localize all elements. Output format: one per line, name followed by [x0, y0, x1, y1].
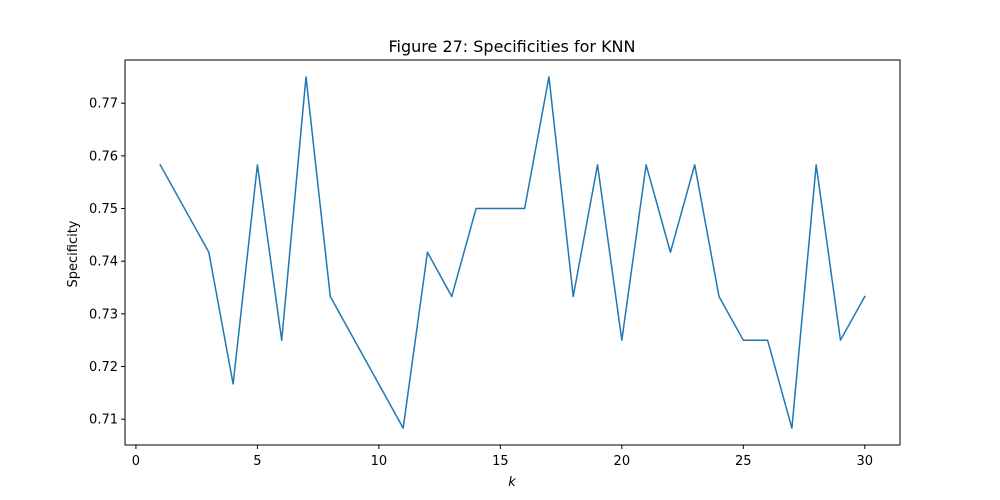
y-tick-label: 0.74	[89, 255, 118, 270]
y-tick-label: 0.76	[89, 149, 118, 164]
x-tick-label: 10	[371, 454, 388, 469]
x-tick-label: 20	[614, 454, 631, 469]
plot-area: 0 5 10 15 20 25 30 0.71 0.72 0.73 0.74 0.75 0.76 0.77	[89, 59, 901, 469]
y-tick-label: 0.73	[89, 307, 118, 322]
y-tick-label: 0.72	[89, 360, 118, 375]
y-tick-label: 0.71	[89, 413, 118, 428]
series-line-0	[159, 76, 866, 429]
x-tick-label: 5	[253, 454, 261, 469]
x-tick-label: 30	[856, 454, 873, 469]
y-tick-label: 0.77	[89, 97, 118, 112]
x-axis-label: k	[508, 475, 516, 490]
y-axis-label: Specificity	[66, 220, 81, 287]
x-tick-label: 25	[735, 454, 752, 469]
chart-title: Figure 27: Specificities for KNN	[389, 37, 636, 56]
axes-frame	[124, 59, 901, 446]
y-tick-label: 0.75	[89, 202, 118, 217]
x-tick-label: 15	[492, 454, 509, 469]
x-tick-label: 0	[132, 454, 140, 469]
